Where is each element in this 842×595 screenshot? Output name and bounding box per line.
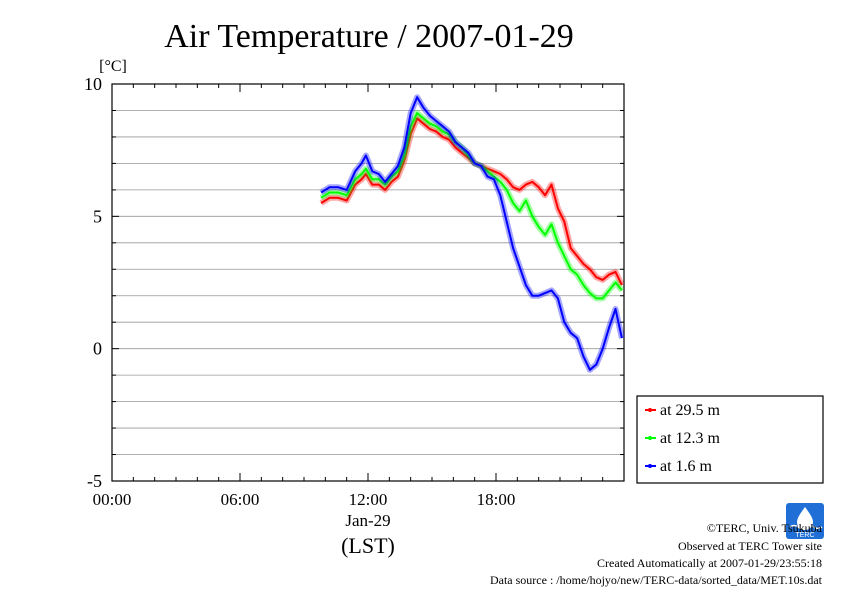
legend-label: at 1.6 m	[660, 458, 713, 475]
series-band-2	[319, 110, 625, 302]
y-tick-label: 5	[93, 206, 102, 226]
legend-marker	[648, 464, 652, 468]
legend-label: at 29.5 m	[660, 402, 721, 419]
legend: at 29.5 m at 12.3 m at 1.6 m	[636, 395, 824, 484]
plot-frame	[111, 83, 625, 482]
series-group	[319, 94, 625, 373]
logo-drop-icon	[797, 507, 813, 530]
x-axis-date-label: Jan-29	[345, 511, 390, 530]
y-tick-label: 10	[84, 74, 102, 94]
footer-created: Created Automatically at 2007-01-29/23:5…	[597, 556, 822, 570]
footer: ©TERC, Univ. Tsukuba Observed at TERC To…	[490, 521, 823, 587]
logo-wave-icon	[789, 524, 823, 530]
series-line-3	[320, 96, 623, 371]
legend-label: at 12.3 m	[660, 430, 721, 447]
x-axis-title: (LST)	[341, 533, 395, 558]
x-tick-label: 18:00	[477, 490, 516, 509]
y-axis-unit: [°C]	[99, 58, 127, 75]
footer-observed: Observed at TERC Tower site	[678, 539, 822, 553]
y-axis: -5 0 5 10	[84, 74, 624, 491]
x-tick-label: 00:00	[93, 490, 132, 509]
legend-marker	[648, 436, 652, 440]
x-tick-label: 06:00	[221, 490, 260, 509]
logo-text: TERC	[795, 532, 814, 539]
series-band-3	[319, 94, 625, 373]
terc-logo: TERC	[786, 503, 824, 539]
y-tick-label: -5	[87, 471, 102, 491]
chart-title: Air Temperature / 2007-01-29	[164, 18, 574, 55]
footer-source: Data source : /home/hojyo/new/TERC-data/…	[490, 573, 823, 587]
series-band-1	[319, 115, 625, 287]
x-tick-label: 12:00	[349, 490, 388, 509]
legend-marker	[648, 408, 652, 412]
x-axis: 00:00 06:00 12:00 18:00	[93, 84, 625, 509]
footer-copyright: ©TERC, Univ. Tsukuba	[707, 521, 823, 535]
grid-lines	[112, 110, 624, 455]
legend-box	[636, 395, 824, 484]
y-tick-label: 0	[93, 339, 102, 359]
